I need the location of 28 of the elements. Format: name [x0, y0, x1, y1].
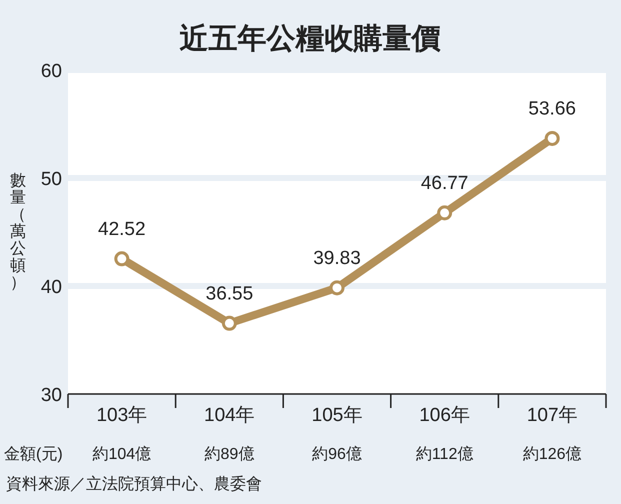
- source-note: 資料來源／立法院預算中心、農委會: [6, 475, 262, 493]
- point: [114, 251, 130, 266]
- text: 約96億: [312, 445, 362, 463]
- x-tick-label: 105年: [312, 405, 362, 426]
- text: 約112億: [416, 445, 474, 463]
- point: [330, 280, 344, 296]
- point: [437, 205, 452, 220]
- x-tick-label: 106年: [419, 405, 470, 426]
- text: 約126億: [522, 445, 582, 463]
- data-label: 39.83: [313, 248, 361, 269]
- y-tick-label: 40: [40, 277, 62, 298]
- point: [222, 316, 237, 331]
- data-label: 42.52: [98, 218, 146, 240]
- x-tick-label: 103年: [96, 405, 148, 426]
- x-tick-label: 104年: [204, 405, 255, 426]
- data-label: 46.77: [420, 172, 468, 194]
- text: 約89億: [204, 445, 254, 463]
- text: 約104億: [92, 445, 152, 463]
- data-label: 53.66: [528, 98, 576, 120]
- y-tick-label: 30: [40, 385, 62, 406]
- text: 金額(元): [4, 445, 63, 463]
- y-tick-label: 60: [40, 61, 62, 82]
- point: [544, 130, 560, 146]
- data-label: 36.55: [206, 283, 254, 304]
- y-tick-label: 50: [40, 169, 62, 190]
- chart-title: 近五年公糧收購量價: [180, 23, 442, 55]
- y-axis-title: 數量（萬公頓）: [10, 172, 26, 292]
- x-tick-label: 107年: [526, 405, 578, 426]
